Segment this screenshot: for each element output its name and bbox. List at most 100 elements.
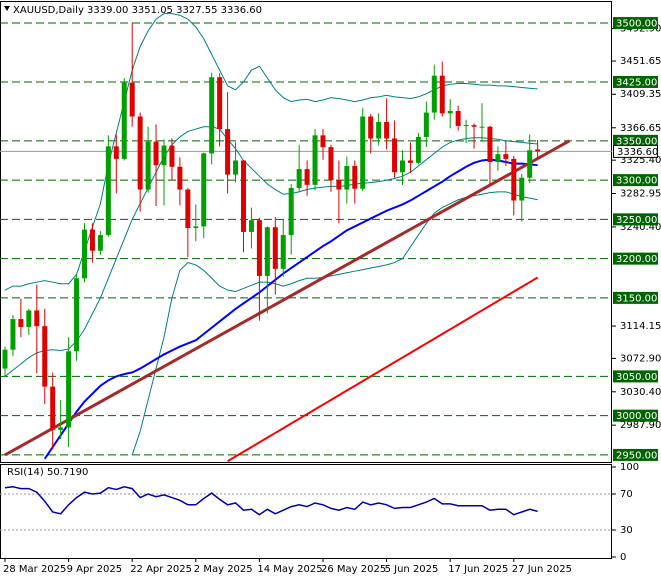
candle-body (58, 427, 64, 430)
level-label-box (613, 409, 658, 422)
candle-body (312, 135, 318, 185)
candle-body (137, 116, 143, 190)
y-tick-label: 2987.90 (620, 420, 661, 431)
candle-body (89, 229, 95, 251)
candle-body (280, 235, 286, 269)
candle-body (185, 189, 191, 229)
y-tick-label: 3451.65 (620, 56, 661, 67)
candle-body (447, 111, 453, 114)
candle-body (193, 226, 199, 229)
x-tick-label: 26 May 2025 (321, 564, 386, 575)
candle-body (288, 187, 294, 236)
level-label-box (613, 252, 658, 265)
x-tick-label: 17 Jun 2025 (448, 564, 508, 575)
level-label-box (613, 213, 658, 226)
level-label-box (613, 291, 658, 304)
level-label: 3350.00 (616, 136, 657, 147)
x-tick-label: 2 May 2025 (194, 564, 253, 575)
x-tick-label: 28 Mar 2025 (3, 564, 66, 575)
y-tick-label: 3072.90 (620, 353, 661, 364)
level-label: 3250.00 (616, 215, 657, 226)
y-tick-label: 3114.15 (620, 321, 661, 332)
candle-body (233, 160, 239, 175)
level-label: 3500.00 (616, 19, 657, 30)
candle-body (241, 160, 246, 232)
candle-body (50, 386, 56, 430)
candle-body (527, 150, 533, 178)
candle-body (201, 153, 207, 227)
candle-body (225, 129, 231, 175)
y-tick-label: 3366.65 (620, 123, 661, 134)
x-tick-label: 5 Jun 2025 (385, 564, 439, 575)
candle-body (74, 278, 80, 352)
candle-body (105, 146, 111, 236)
candle-body (113, 146, 119, 159)
candle-body (392, 138, 398, 173)
candle-body (415, 136, 421, 163)
candle-body (153, 141, 159, 166)
chart-title: XAUUSD,Daily 3339.00 3351.05 3327.55 333… (13, 5, 262, 16)
candle-body (10, 319, 16, 350)
candle-body (264, 227, 270, 276)
x-tick-label: 9 Apr 2025 (67, 564, 122, 575)
candle-body (503, 154, 509, 159)
candle-body (177, 166, 183, 190)
candle-body (304, 169, 310, 185)
candle-body (129, 82, 135, 117)
y-tick-label: 3492.90 (620, 24, 661, 35)
y-tick-label: 100 (620, 462, 639, 473)
candle-body (495, 154, 501, 163)
candle-body (42, 326, 48, 387)
candle-body (296, 169, 302, 188)
y-tick-label: 3240.40 (620, 222, 661, 233)
candle-body (336, 180, 342, 190)
indicator-line (43, 158, 538, 460)
candle-body (407, 160, 413, 163)
candle-body (18, 319, 24, 327)
level-label: 3425.00 (616, 77, 657, 88)
panel-icon (4, 6, 10, 11)
candle-body (320, 135, 326, 148)
candle-body (97, 235, 103, 251)
candle-body (352, 165, 358, 189)
main-plot (0, 13, 612, 462)
candle-body (431, 75, 437, 113)
last-price-label: 3336.60 (617, 147, 658, 158)
level-label: 3300.00 (616, 176, 657, 187)
candle-body (519, 177, 525, 201)
level-label-box (613, 17, 658, 30)
y-tick-label: 0 (620, 552, 626, 563)
level-label-box (613, 174, 658, 187)
y-tick-label: 3282.95 (620, 188, 661, 199)
candle-body (384, 121, 390, 139)
level-label: 3000.00 (616, 411, 657, 422)
y-tick-label: 3325.40 (620, 155, 661, 166)
level-label: 3200.00 (616, 254, 657, 265)
y-tick-label: 70 (620, 489, 633, 500)
candle-body (34, 310, 40, 327)
candle-body (535, 149, 541, 152)
candle-body (376, 121, 382, 139)
candle-body (145, 141, 151, 190)
candle-body (344, 165, 350, 190)
candle-body (217, 77, 223, 130)
last-price-box (613, 144, 658, 158)
candle-body (169, 145, 175, 167)
candle-body (368, 116, 374, 139)
rsi-line (4, 486, 538, 516)
rsi-plot (0, 486, 612, 531)
candle-body (26, 310, 32, 327)
candle-body (439, 75, 445, 114)
rsi-panel (0, 464, 612, 559)
candle-body (256, 220, 262, 276)
candle-body (400, 160, 405, 173)
x-tick-label: 22 Apr 2025 (130, 564, 192, 575)
candle-body (82, 229, 87, 279)
indicator-line (4, 126, 538, 377)
level-label-box (613, 75, 658, 88)
candle-body (455, 111, 461, 126)
x-tick-label: 14 May 2025 (257, 564, 322, 575)
candle-body (463, 125, 469, 127)
x-tick-label: 27 Jun 2025 (512, 564, 572, 575)
